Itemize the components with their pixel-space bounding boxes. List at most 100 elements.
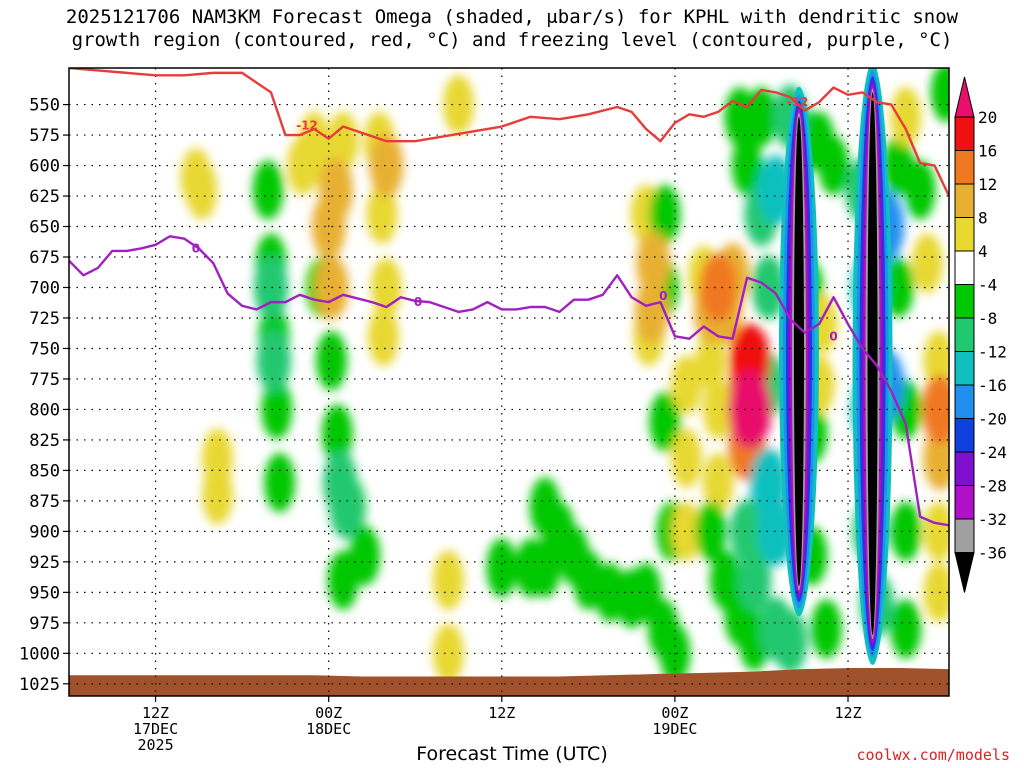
x-tick-label-18-1: 18DEC	[306, 720, 351, 738]
omega-cell-24	[433, 623, 464, 683]
y-tick-label-875: 875	[29, 492, 60, 512]
contour-label-3: 0	[414, 295, 422, 309]
omega-cell-3	[202, 465, 233, 525]
x-tick-label-30-0: 12Z	[488, 704, 515, 722]
omega-shading	[180, 68, 949, 683]
y-tick-label-650: 650	[29, 218, 60, 238]
terrain-area	[69, 667, 949, 696]
y-tick-label-850: 850	[29, 461, 60, 481]
colorbar-label-12: -32	[978, 510, 1007, 529]
colorbar-segment-9	[954, 418, 975, 453]
omega-cell-46	[671, 501, 702, 561]
colorbar-segment-7	[954, 351, 975, 386]
y-tick-label-1000: 1000	[19, 644, 60, 664]
y-tick-label-600: 600	[29, 157, 60, 177]
omega-cell-25	[443, 74, 474, 135]
plot-border	[68, 67, 950, 697]
colorbar-label-8: -16	[978, 376, 1007, 395]
colorbar-segment-12	[954, 518, 975, 553]
omega-cell-78	[930, 68, 949, 122]
omega-cell-51	[695, 501, 727, 561]
omega-cell-56	[731, 135, 763, 196]
terrain-fill	[69, 667, 949, 696]
omega-cell-12	[327, 111, 359, 171]
omega-cell-64	[810, 599, 842, 659]
y-tick-label-575: 575	[29, 126, 60, 146]
y-tick-label-900: 900	[29, 522, 60, 542]
omega-cell-80	[256, 328, 291, 393]
colorbar-label-1: 16	[978, 142, 997, 161]
colorbar-label-6: -8	[978, 309, 997, 328]
colorbar-label-10: -24	[978, 443, 1007, 462]
omega-cell-23	[433, 550, 464, 610]
omega-cell-48	[695, 331, 727, 391]
contour-label-4: 0	[659, 289, 667, 303]
omega-cell-73	[904, 160, 936, 220]
omega-cell-44	[671, 355, 702, 415]
colorbar-segment-4	[954, 250, 975, 285]
omega-cell-83	[318, 157, 353, 222]
colorbar-segment-11	[954, 485, 975, 520]
x-tick-label-6-0: 12Z	[142, 704, 169, 722]
omega-core-1-ring-6	[867, 92, 878, 636]
omega-cell-112	[921, 375, 949, 444]
colorbar-label-5: -4	[978, 276, 997, 295]
colorbar-bottom-arrow	[954, 552, 975, 593]
colorbar-segment-0	[954, 116, 975, 151]
y-tick-label-775: 775	[29, 370, 60, 390]
omega-cell-45	[671, 428, 702, 488]
colorbar-label-11: -28	[978, 477, 1007, 496]
omega-cell-104	[699, 253, 737, 322]
omega-cell-86	[369, 133, 404, 198]
omega-cell-92	[730, 499, 765, 564]
omega-core-0-ring-6	[793, 116, 804, 587]
colorbar-segment-8	[954, 384, 975, 419]
x-tick-label-6-1: 17DEC	[133, 720, 178, 738]
y-tick-label-800: 800	[29, 400, 60, 420]
x-tick-label-42-0: 00Z	[661, 704, 688, 722]
omega-cell-49	[702, 379, 734, 440]
x-tick-label-6-2: 2025	[137, 736, 173, 754]
omega-cell-79	[253, 255, 288, 320]
omega-cell-38	[649, 184, 681, 244]
y-tick-label-950: 950	[29, 583, 60, 603]
omega-cell-26	[486, 538, 518, 598]
colorbar-label-4: 4	[978, 242, 988, 261]
omega-cell-116	[728, 370, 772, 449]
colorbar-segment-5	[954, 284, 975, 319]
y-tick-label-625: 625	[29, 187, 60, 207]
x-tick-label-42-1: 19DEC	[652, 720, 697, 738]
x-axis-label: Forecast Time (UTC)	[416, 743, 608, 765]
omega-cell-77	[923, 562, 949, 622]
contour-label-1: -12	[787, 95, 809, 109]
colorbar-label-3: 8	[978, 209, 988, 228]
omega-cell-7	[261, 379, 293, 440]
omega-cell-50	[702, 453, 734, 513]
colorbar-label-0: 20	[978, 108, 997, 127]
y-tick-label-1025: 1025	[19, 675, 60, 695]
colorbar-segment-10	[954, 451, 975, 486]
y-tick-label-700: 700	[29, 278, 60, 298]
chart-title-line-1: 2025121706 NAM3KM Forecast Omega (shaded…	[65, 6, 959, 28]
y-tick-label-750: 750	[29, 339, 60, 359]
contour-label-0: -12	[296, 118, 318, 132]
omega-cell-18	[327, 550, 359, 610]
omega-cell-93	[737, 548, 772, 613]
omega-cell-72	[890, 87, 922, 147]
colorbar-label-13: -36	[978, 544, 1007, 563]
y-tick-label-825: 825	[29, 431, 60, 451]
omega-cell-74	[911, 233, 943, 293]
colorbar-top-arrow	[954, 76, 975, 118]
omega-cell-57	[746, 87, 777, 147]
contour-lines: -12 -12 0 0 0 0	[69, 68, 949, 527]
colorbar-segment-1	[954, 150, 975, 185]
colorbar-segment-6	[954, 317, 975, 352]
omega-cell-98	[773, 609, 808, 674]
y-axis-tick-labels: 550 575 600 625 650 675 700 725 750 775 800 825 850 8…	[19, 96, 69, 695]
omega-cell-70	[890, 501, 922, 561]
credit-link[interactable]: coolwx.com/models	[856, 746, 1010, 764]
chart-title-line-2: growth region (contoured, red, °C) and f…	[71, 29, 953, 51]
contour-line-dgz-minus12	[69, 68, 949, 197]
colorbar-label-9: -20	[978, 410, 1007, 429]
